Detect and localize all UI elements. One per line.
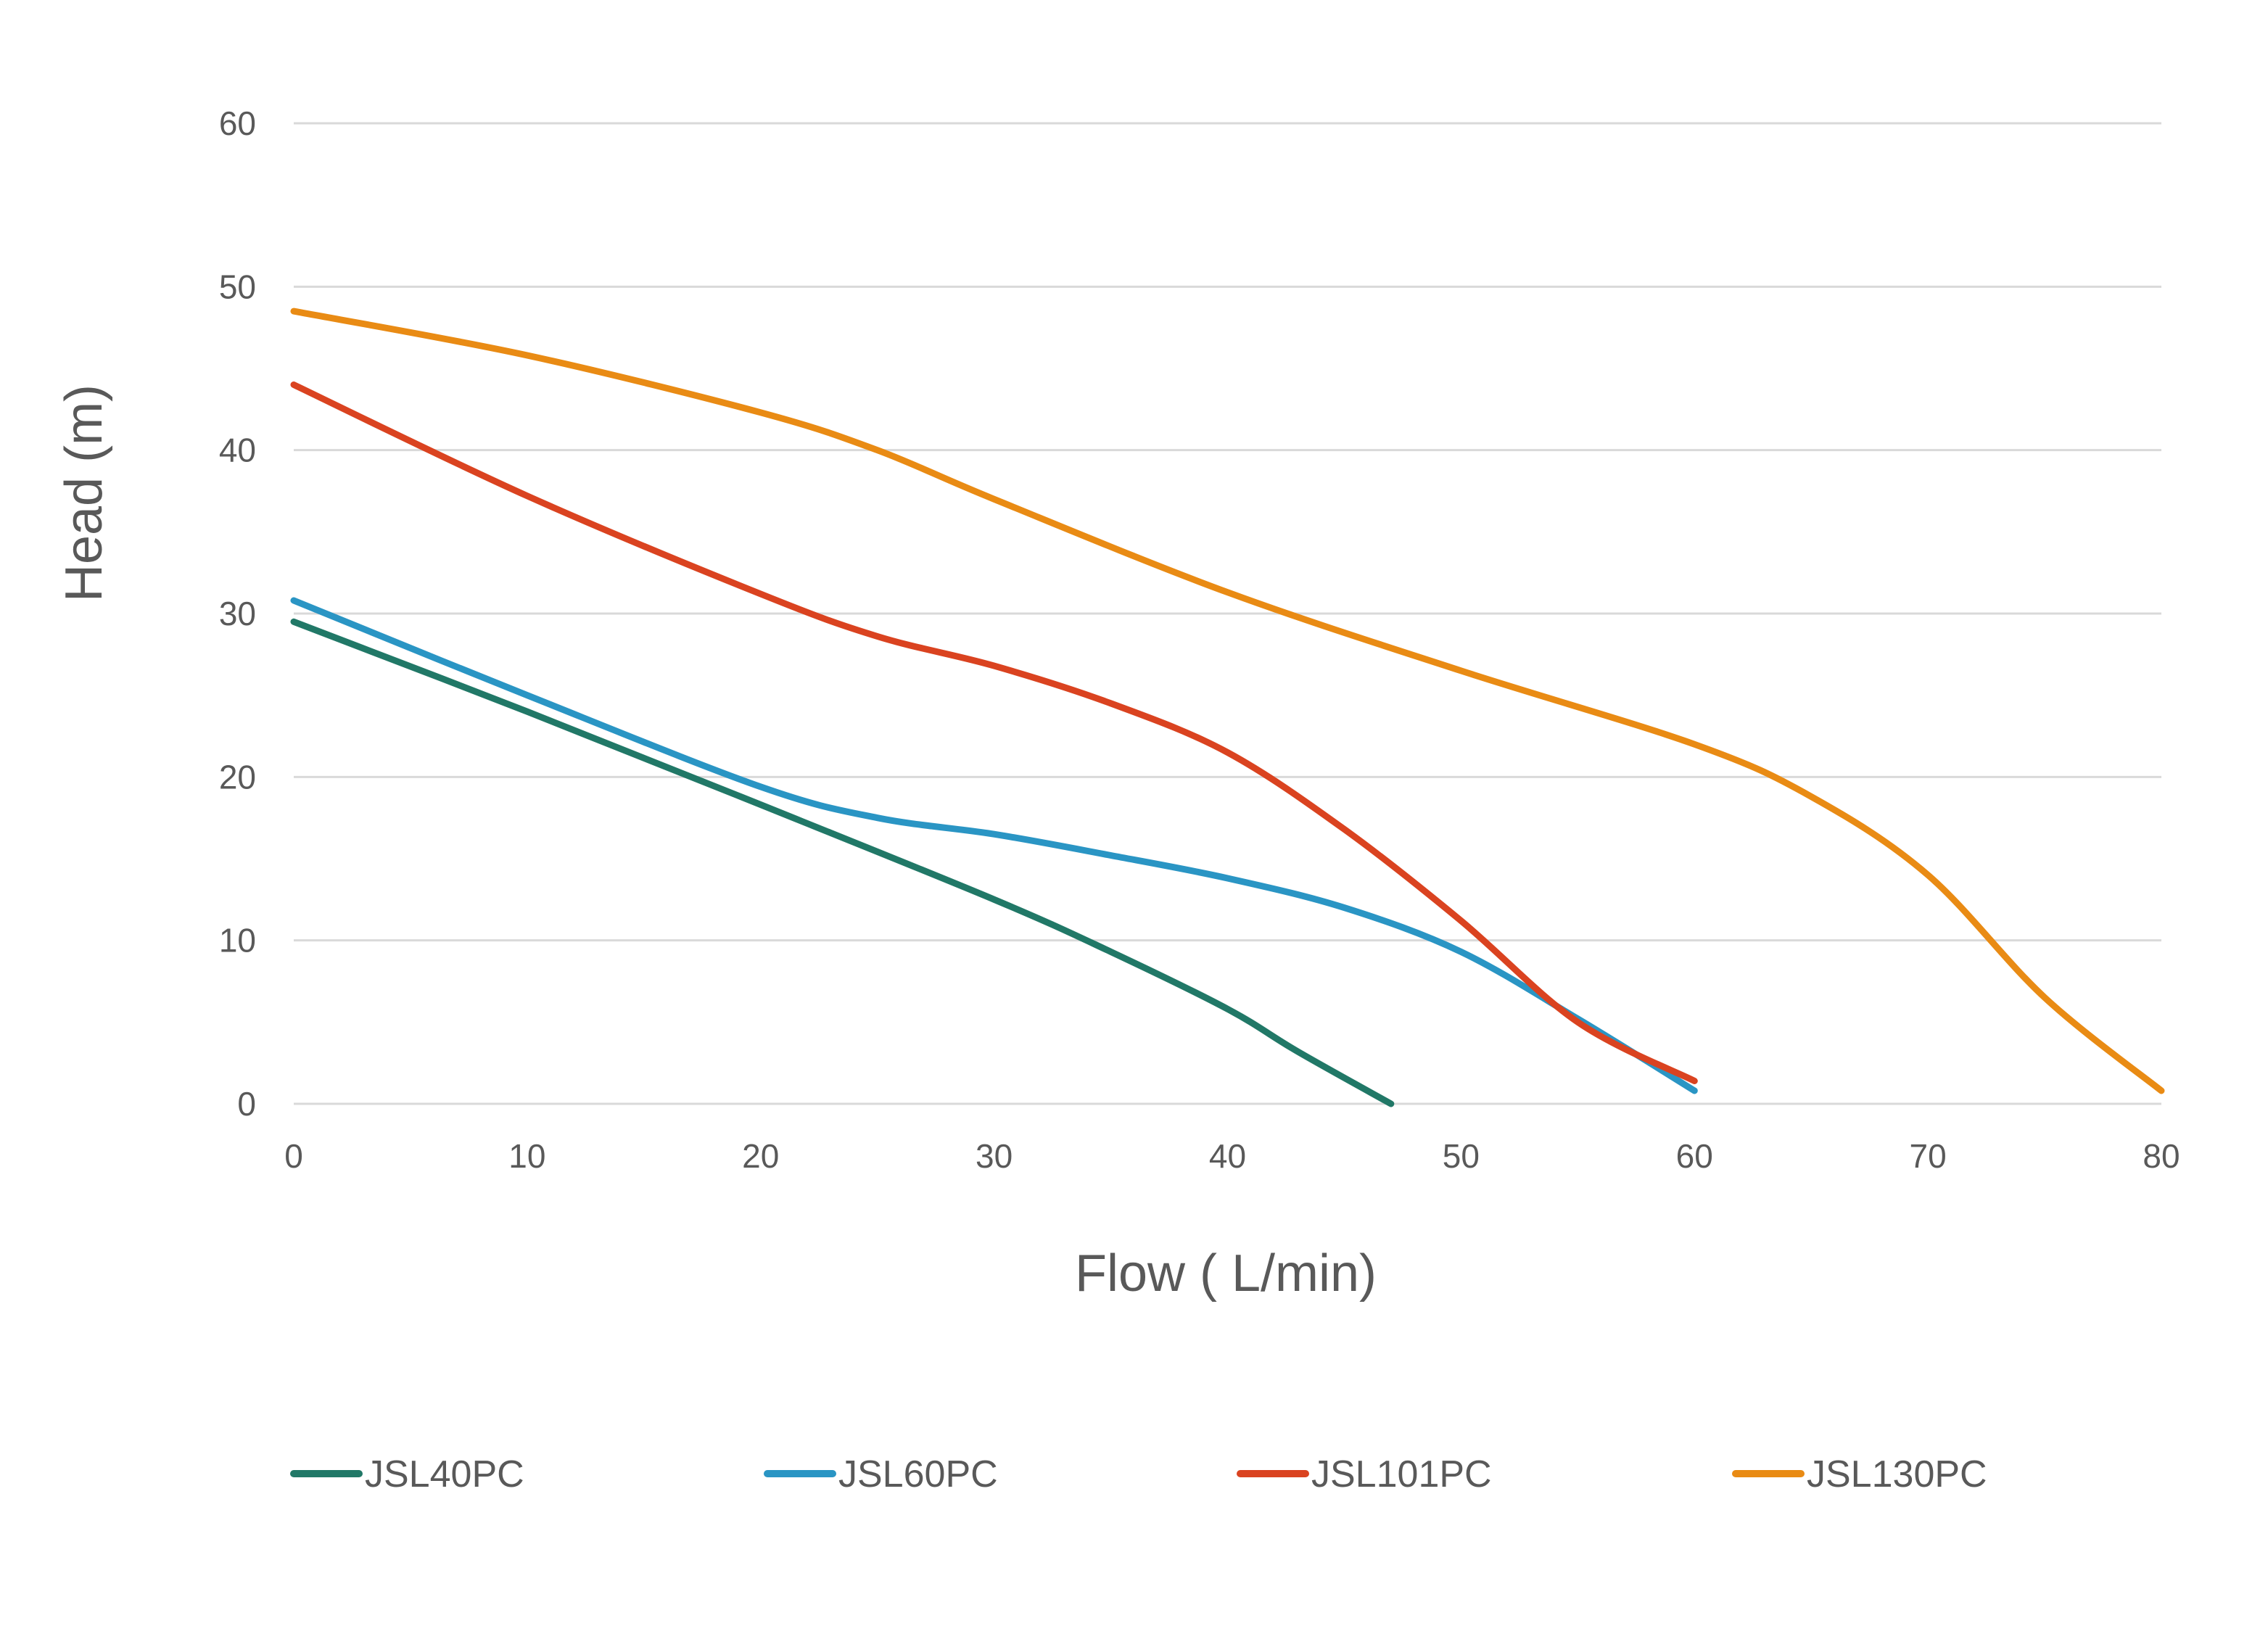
series-line-jsl40pc [290, 618, 1395, 1107]
legend-label: JSL60PC [838, 1453, 998, 1495]
x-tick-label: 20 [742, 1137, 779, 1175]
y-tick-label: 0 [237, 1085, 256, 1123]
x-tick-label: 30 [976, 1137, 1013, 1175]
series-lines [290, 307, 2165, 1107]
legend-label: JSL130PC [1807, 1453, 1987, 1495]
y-tick-label: 60 [219, 104, 256, 142]
y-tick-label: 10 [219, 922, 256, 959]
x-tick-label: 40 [1209, 1137, 1246, 1175]
y-axis-ticks: 0 10 20 30 40 50 60 [219, 104, 256, 1123]
series-line-jsl60pc [290, 597, 1698, 1094]
legend-item-jsl130pc: JSL130PC [1732, 1453, 1987, 1495]
x-tick-label: 80 [2143, 1137, 2180, 1175]
x-axis-title: Flow ( L/min) [1075, 1244, 1377, 1303]
x-tick-label: 70 [1910, 1137, 1947, 1175]
x-tick-label: 50 [1443, 1137, 1480, 1175]
series-line-jsl130pc [290, 307, 2165, 1094]
legend-item-jsl40pc: JSL40PC [290, 1453, 524, 1495]
gridlines [294, 122, 2161, 1105]
legend-item-jsl101pc: JSL101PC [1237, 1453, 1492, 1495]
y-axis-title: Head (m) [55, 384, 113, 602]
y-tick-label: 30 [219, 595, 256, 632]
x-tick-label: 10 [508, 1137, 545, 1175]
legend-label: JSL101PC [1311, 1453, 1492, 1495]
x-tick-label: 0 [284, 1137, 303, 1175]
legend: JSL40PC JSL60PC JSL101PC JSL130PC [290, 1453, 1987, 1495]
y-tick-label: 50 [219, 268, 256, 305]
x-axis-ticks: 0 10 20 30 40 50 60 70 80 [284, 1137, 2180, 1175]
y-tick-label: 20 [219, 758, 256, 796]
legend-item-jsl60pc: JSL60PC [764, 1453, 998, 1495]
x-tick-label: 60 [1676, 1137, 1713, 1175]
series-line-jsl101pc [290, 381, 1698, 1084]
legend-label: JSL40PC [365, 1453, 524, 1495]
y-tick-label: 40 [219, 432, 256, 469]
